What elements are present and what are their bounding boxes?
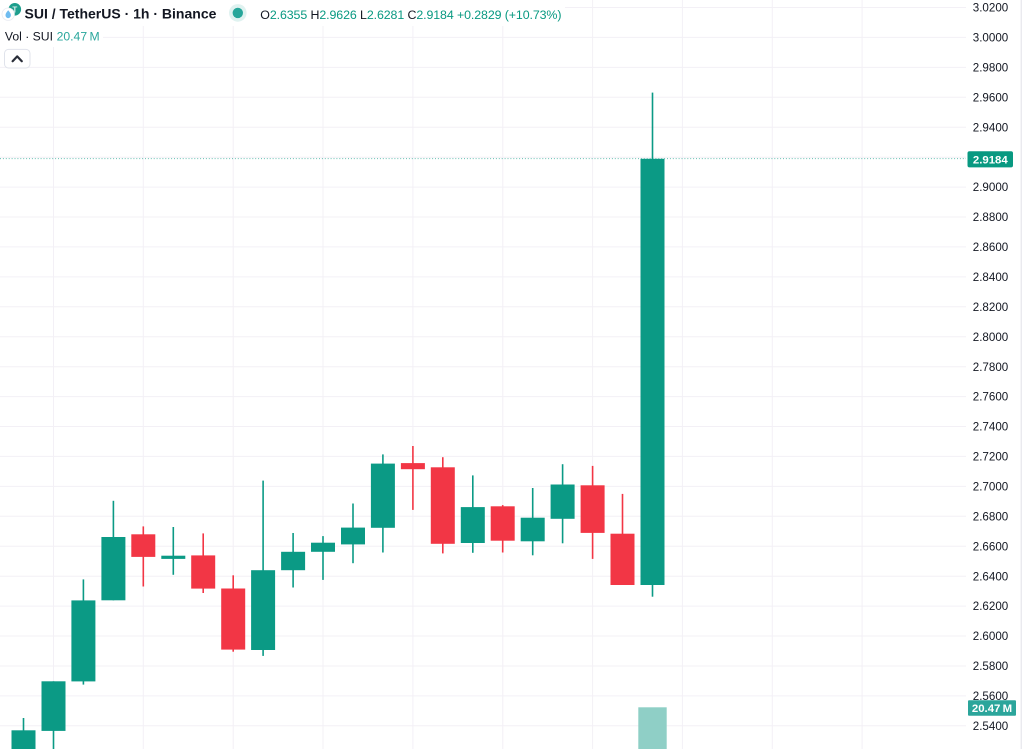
svg-text:2.6000: 2.6000 [973, 630, 1008, 643]
svg-text:2.9184: 2.9184 [973, 154, 1009, 166]
svg-text:2.8600: 2.8600 [973, 241, 1008, 254]
svg-text:2.8200: 2.8200 [973, 301, 1008, 314]
svg-text:2.8400: 2.8400 [973, 271, 1008, 284]
svg-text:T: T [12, 6, 17, 15]
svg-text:2.7600: 2.7600 [973, 391, 1008, 404]
svg-text:2.8000: 2.8000 [973, 331, 1008, 344]
svg-text:20.47 M: 20.47 M [972, 703, 1012, 715]
svg-text:2.9400: 2.9400 [973, 121, 1008, 134]
svg-text:2.9800: 2.9800 [973, 62, 1008, 75]
svg-text:SUI / TetherUS · 1h · Binance: SUI / TetherUS · 1h · Binance [25, 5, 217, 21]
svg-text:2.5600: 2.5600 [973, 690, 1008, 703]
svg-text:20.47 M: 20.47 M [57, 29, 100, 43]
svg-text:2.7200: 2.7200 [973, 451, 1008, 464]
svg-text:3.0200: 3.0200 [973, 2, 1008, 15]
svg-text:O2.6355 H2.9626 L2.6281 C2.918: O2.6355 H2.9626 L2.6281 C2.9184 +0.2829 … [260, 8, 561, 22]
svg-text:2.9600: 2.9600 [973, 91, 1008, 104]
svg-text:3.0000: 3.0000 [973, 32, 1008, 45]
svg-text:2.6400: 2.6400 [973, 570, 1008, 583]
svg-text:2.7000: 2.7000 [973, 481, 1008, 494]
svg-text:2.7800: 2.7800 [973, 361, 1008, 374]
svg-text:2.5400: 2.5400 [973, 720, 1008, 733]
svg-text:2.5800: 2.5800 [973, 660, 1008, 673]
svg-text:2.6200: 2.6200 [973, 600, 1008, 613]
svg-text:2.6600: 2.6600 [973, 540, 1008, 553]
svg-text:2.7400: 2.7400 [973, 421, 1008, 434]
svg-text:2.9000: 2.9000 [973, 181, 1008, 194]
svg-text:Vol · SUI: Vol · SUI [5, 29, 53, 43]
svg-text:2.6800: 2.6800 [973, 510, 1008, 523]
svg-text:2.8800: 2.8800 [973, 211, 1008, 224]
